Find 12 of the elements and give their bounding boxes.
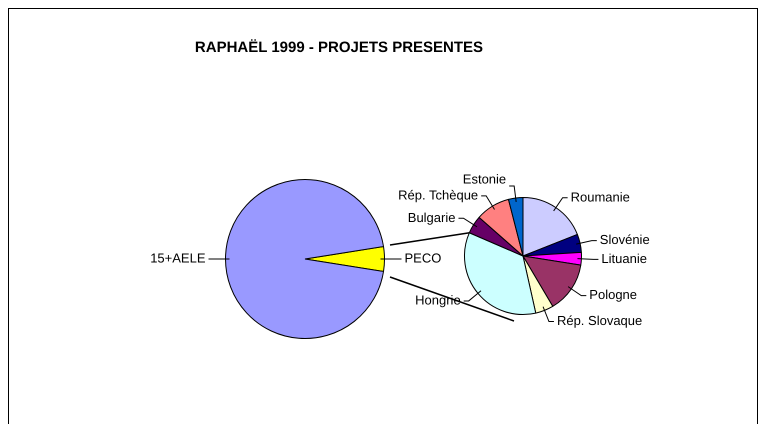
slice-label: PECO bbox=[404, 250, 442, 266]
slice-label: Bulgarie bbox=[408, 210, 456, 225]
slice-label: Roumanie bbox=[570, 189, 630, 204]
slice-label: 15+AELE bbox=[150, 250, 206, 266]
slice-label: Rép. Slovaque bbox=[556, 313, 642, 328]
slice-label: Estonie bbox=[462, 172, 506, 187]
slice-label: Rép. Tchèque bbox=[398, 187, 478, 202]
slice-label: Lituanie bbox=[601, 250, 647, 266]
slice-label: Pologne bbox=[589, 287, 638, 302]
slice-label: Hongrie bbox=[415, 292, 461, 308]
slice-label: Slovénie bbox=[600, 232, 650, 248]
chart-title: RAPHAËL 1999 - PROJETS PRESENTES bbox=[194, 39, 484, 56]
